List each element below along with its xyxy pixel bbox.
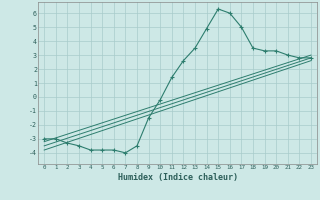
X-axis label: Humidex (Indice chaleur): Humidex (Indice chaleur) — [118, 173, 238, 182]
